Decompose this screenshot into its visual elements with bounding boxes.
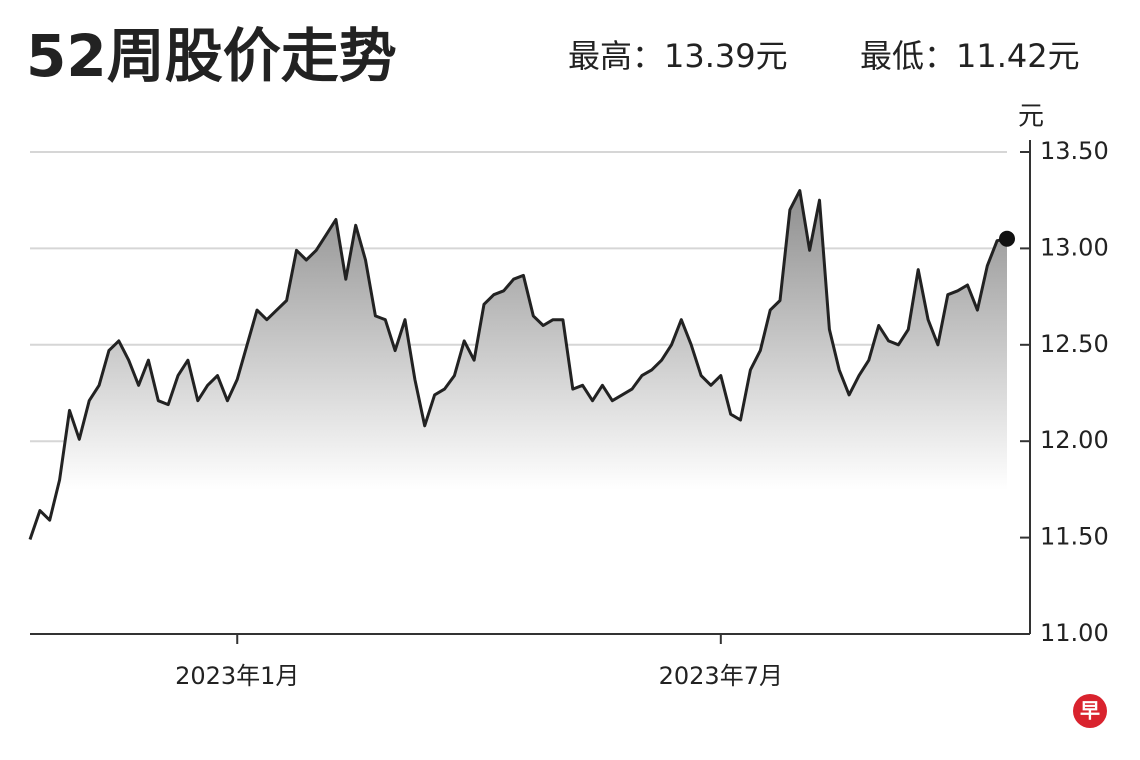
x-tick-label: 2023年7月 bbox=[659, 662, 783, 690]
area bbox=[30, 190, 1007, 634]
y-tick-label: 11.00 bbox=[1040, 619, 1109, 647]
y-tick-label: 12.00 bbox=[1040, 426, 1109, 454]
end-dot bbox=[999, 230, 1015, 247]
y-tick-label: 12.50 bbox=[1040, 330, 1109, 358]
y-tick-label: 13.50 bbox=[1040, 137, 1109, 165]
chart-title: 52周股价走势 bbox=[26, 22, 397, 90]
y-axis-label: 元 bbox=[1018, 102, 1044, 132]
logo: 早 bbox=[1080, 699, 1100, 723]
high-label: 最高：13.39元 bbox=[568, 37, 788, 75]
x-tick-label: 2023年1月 bbox=[175, 662, 299, 690]
logo-badge bbox=[1073, 694, 1107, 728]
line bbox=[28, 189, 1008, 540]
y-tick-label: 11.50 bbox=[1040, 523, 1109, 551]
low-label: 最低：11.42元 bbox=[860, 37, 1080, 75]
y-tick-label: 13.00 bbox=[1040, 233, 1109, 261]
